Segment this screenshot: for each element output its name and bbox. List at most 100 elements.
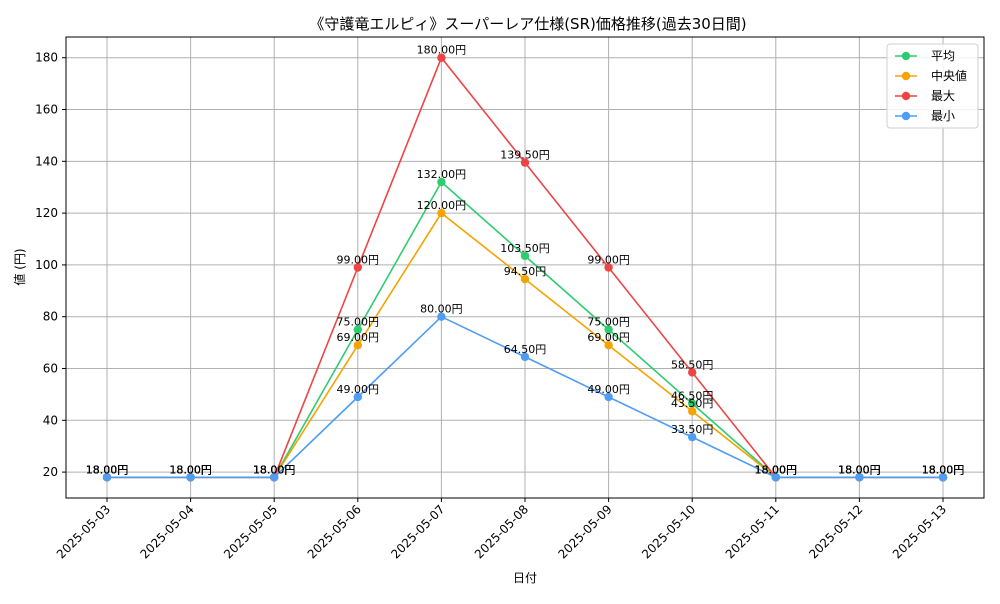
- legend-item-0: 平均: [895, 49, 955, 63]
- y-tick-label: 140: [35, 154, 58, 168]
- data-label: 75.00円: [587, 316, 630, 329]
- data-label: 18.00円: [86, 463, 129, 476]
- data-point: [353, 392, 362, 402]
- legend-marker: [901, 51, 911, 61]
- legend-marker: [901, 71, 911, 81]
- data-point: [437, 312, 446, 321]
- legend-item-1: 中央値: [895, 68, 967, 83]
- x-tick-label: 2025-05-05: [221, 502, 280, 561]
- data-label: 18.00円: [755, 463, 798, 476]
- data-point: [102, 473, 112, 482]
- legend-marker: [901, 111, 911, 121]
- series-3: [102, 312, 948, 482]
- y-tick-label: 40: [43, 413, 58, 427]
- y-axis: 20 40 60 80 100 120 140 160 180: [35, 51, 66, 479]
- data-label: 18.00円: [253, 463, 296, 476]
- legend-label: 最大: [931, 89, 955, 103]
- data-point: [520, 158, 530, 167]
- data-label: 99.00円: [337, 254, 380, 267]
- legend-item-2: 最大: [895, 89, 955, 103]
- y-tick-label: 20: [43, 465, 58, 479]
- data-label: 18.00円: [169, 463, 212, 476]
- legend-label: 平均: [931, 49, 955, 63]
- x-tick-label: 2025-05-12: [806, 502, 865, 561]
- x-tick-label: 2025-05-10: [639, 502, 698, 561]
- y-tick-label: 80: [43, 310, 58, 324]
- data-label: 69.00円: [587, 331, 630, 344]
- x-tick-label: 2025-05-03: [54, 502, 113, 561]
- data-label: 18.00円: [169, 463, 212, 476]
- series: [102, 53, 948, 482]
- data-point: [353, 263, 362, 272]
- data-label: 18.00円: [253, 463, 296, 476]
- data-label: 18.00円: [169, 463, 212, 476]
- data-label: 69.00円: [337, 331, 380, 344]
- data-label: 18.00円: [922, 463, 965, 476]
- data-point: [353, 325, 362, 334]
- x-axis: 2025-05-03 2025-05-04 2025-05-05 2025-05-06…: [54, 498, 949, 561]
- y-tick-label: 60: [43, 362, 58, 376]
- data-label: 18.00円: [838, 463, 881, 476]
- data-point: [938, 473, 948, 482]
- data-label: 64.50円: [504, 343, 547, 356]
- data-point: [437, 208, 446, 218]
- data-label: 18.00円: [253, 463, 296, 476]
- data-label: 18.00円: [755, 463, 798, 476]
- data-point: [186, 473, 195, 482]
- x-tick-label: 2025-05-11: [723, 502, 782, 561]
- data-point: [270, 473, 279, 482]
- data-point: [604, 325, 613, 334]
- data-point: [520, 274, 530, 284]
- data-label: 18.00円: [755, 463, 798, 476]
- data-point: [437, 53, 446, 62]
- data-label: 49.00円: [337, 383, 380, 396]
- data-label: 18.00円: [838, 463, 881, 476]
- data-point: [604, 263, 613, 272]
- data-label: 18.00円: [169, 463, 212, 476]
- data-label: 18.00円: [922, 463, 965, 476]
- data-label: 18.00円: [86, 463, 129, 476]
- legend-marker: [901, 91, 911, 101]
- data-label: 18.00円: [755, 463, 798, 476]
- y-tick-label: 120: [35, 206, 58, 220]
- data-label: 180.00円: [417, 44, 467, 57]
- x-tick-label: 2025-05-13: [890, 502, 949, 561]
- data-point: [520, 251, 530, 261]
- data-label: 18.00円: [838, 463, 881, 476]
- data-point: [771, 473, 780, 482]
- data-point: [855, 473, 864, 482]
- data-label: 18.00円: [253, 463, 296, 476]
- x-tick-label: 2025-05-06: [305, 502, 364, 561]
- x-tick-label: 2025-05-04: [138, 502, 197, 561]
- x-tick-label: 2025-05-09: [556, 502, 615, 561]
- data-label: 99.00円: [587, 254, 630, 267]
- data-label: 18.00円: [86, 463, 129, 476]
- data-label: 75.00円: [337, 316, 380, 329]
- data-point: [520, 352, 530, 362]
- legend-label: 中央値: [931, 68, 967, 83]
- data-label: 139.50円: [500, 149, 550, 162]
- data-label: 58.50円: [671, 358, 714, 371]
- data-point: [437, 177, 446, 187]
- data-label: 103.50円: [500, 242, 550, 255]
- data-label: 18.00円: [922, 463, 965, 476]
- y-axis-title: 値 (円): [12, 248, 27, 285]
- data-label: 80.00円: [420, 303, 463, 316]
- y-tick-label: 100: [35, 258, 58, 272]
- data-point: [688, 399, 697, 408]
- data-label: 43.50円: [671, 397, 714, 410]
- data-label: 33.50円: [671, 423, 714, 436]
- data-point: [688, 432, 697, 442]
- data-point: [604, 340, 613, 350]
- data-label: 18.00円: [86, 463, 129, 476]
- data-point: [688, 407, 697, 416]
- legend-item-3: 最小: [895, 109, 955, 123]
- y-tick-label: 180: [35, 51, 58, 65]
- data-label: 120.00円: [417, 199, 467, 212]
- y-tick-label: 160: [35, 103, 58, 117]
- data-labels: 18.00円 18.00円 18.00円 75.00円 132.00円 103.50円 75…: [86, 44, 965, 477]
- x-tick-label: 2025-05-07: [388, 502, 447, 561]
- x-tick-label: 2025-05-08: [472, 502, 531, 561]
